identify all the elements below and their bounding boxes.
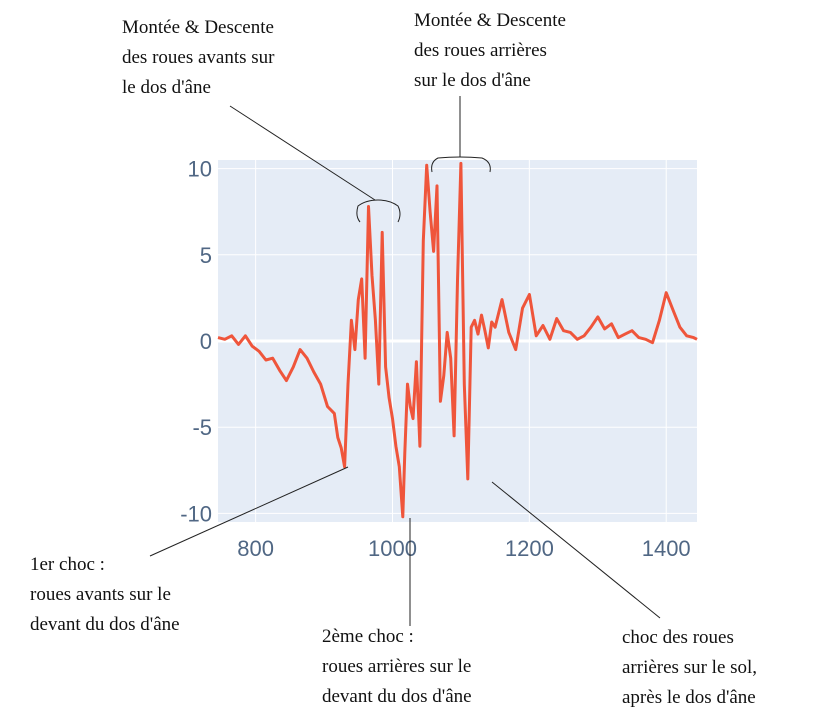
y-tick-label: -10 [180, 501, 212, 526]
annotation-line: Montée & Descente [122, 17, 274, 38]
y-tick-label: 10 [188, 157, 212, 182]
tick-labels: 800 1000 1200 1400 10 5 0 -5 -10 [180, 157, 690, 561]
annotation-front-rise: Montée & Descente des roues avants sur l… [122, 17, 275, 98]
annotation-line: des roues avants sur [122, 47, 275, 68]
annotation-first-shock: 1er choc : roues avants sur le devant du… [30, 554, 180, 635]
front-rise-brace [356, 199, 401, 223]
annotation-line: devant du dos d'âne [30, 614, 180, 635]
annotation-line: sur le dos d'âne [414, 70, 531, 91]
series-line [217, 161, 698, 519]
ground-shock-leader [491, 481, 661, 619]
x-tick-label: 1000 [368, 536, 417, 561]
annotation-ground-shock: choc des roues arrières sur le sol, aprè… [622, 627, 757, 708]
annotation-line: 1er choc : [30, 554, 105, 575]
annotation-line: roues arrières sur le [322, 656, 471, 677]
annotation-line: roues avants sur le [30, 584, 171, 605]
annotation-markers [149, 96, 661, 626]
annotation-line: devant du dos d'âne [322, 686, 472, 707]
first-shock-leader [149, 466, 349, 557]
front-rise-leader [229, 105, 376, 201]
annotation-line: arrières sur le sol, [622, 657, 757, 678]
annotation-line: des roues arrières [414, 40, 547, 61]
x-tick-label: 800 [237, 536, 274, 561]
y-tick-label: 0 [200, 329, 212, 354]
annotation-rear-rise: Montée & Descente des roues arrières sur… [414, 10, 566, 91]
annotation-second-shock: 2ème choc : roues arrières sur le devant… [322, 626, 472, 707]
y-tick-label: -5 [192, 415, 212, 440]
x-tick-label: 1400 [642, 536, 691, 561]
annotation-line: 2ème choc : [322, 626, 414, 647]
x-tick-label: 1200 [505, 536, 554, 561]
annotation-line: Montée & Descente [414, 10, 566, 31]
y-tick-label: 5 [200, 243, 212, 268]
annotation-line: le dos d'âne [122, 77, 211, 98]
annotation-line: après le dos d'âne [622, 687, 756, 708]
annotation-line: choc des roues [622, 627, 734, 648]
